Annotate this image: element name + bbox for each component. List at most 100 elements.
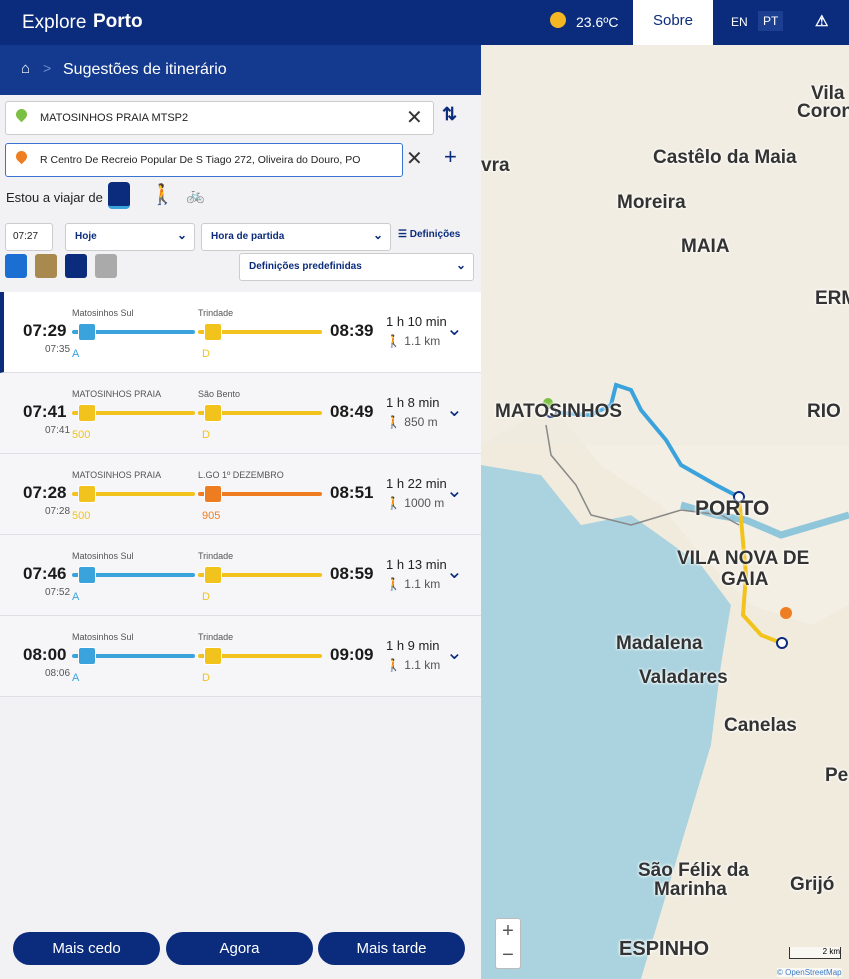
depart-time: 07:41 [23,402,67,421]
now-button[interactable]: Agora [166,932,313,965]
map-label: Grijó [790,874,835,895]
sub-time: 07:52 [45,587,71,598]
bike-mode[interactable]: 🚲 [186,187,205,204]
map-label: Vila [811,83,845,104]
land [481,45,849,445]
arrive-time: 08:51 [330,483,374,502]
breadcrumb-title: Sugestões de itinerário [63,61,227,78]
map-label: Castêlo da Maia [653,147,797,168]
stop-name: Trindade [198,308,234,318]
filter-bus[interactable] [5,254,27,278]
filter-tram[interactable] [35,254,57,278]
time: 07:27 [13,231,39,242]
home-icon[interactable]: ⌂ [21,60,31,77]
map-label: MATOSINHOS [495,401,623,422]
sub-time: 07:35 [45,344,71,355]
expand: ⌄ [446,561,463,583]
destination-input[interactable]: R Centro De Recreio Popular De S Tiago 2… [5,143,403,177]
scale-bar: 2 km [789,947,841,959]
day-select[interactable]: Hoje ⌄ [65,223,195,251]
expand: ⌄ [446,642,463,664]
arrive-time: 08:39 [330,321,374,340]
map: Vila Coron vra Castêlo da Maia Moreira M… [481,45,849,979]
destination-text: R Centro De Recreio Popular De S Tiago 2… [40,154,361,166]
route-row[interactable]: 07:28 07:28 08:51 1 h 22 min 🚶 1000 m ⌄ MATOSI… [0,454,481,535]
line-bar [72,654,195,658]
preset-select[interactable]: Definições predefinidas ⌄ [239,253,474,281]
sub-time: 07:28 [45,506,71,517]
stop-name: São Bento [198,389,241,399]
land [481,405,849,979]
route-row[interactable]: 07:29 07:35 08:39 1 h 10 min 🚶 1.1 km ⌄ Matosi… [0,292,481,373]
map-label: ERM [815,288,849,309]
line-code: D [202,672,210,684]
arrive-time: 09:09 [330,645,374,664]
depart-time: 07:29 [23,321,67,340]
temperature: 23.6ºC [576,14,619,30]
settings-link[interactable]: ☰ Definições [398,229,461,240]
about-tab[interactable]: Sobre [633,0,713,45]
duration: 1 h 13 min [386,557,447,572]
dest-pin [780,607,792,619]
stop-name: Matosinhos Sul [72,308,134,318]
origin-pin [543,398,553,408]
route-row[interactable]: 07:46 07:52 08:59 1 h 13 min 🚶 1.1 km ⌄ Matosi… [0,535,481,616]
swap-button[interactable]: ⇅ [442,104,458,124]
line-code: D [202,429,210,441]
expand: ⌄ [446,399,463,421]
tram-route [737,496,782,645]
walk-distance: 🚶 850 m [386,415,438,429]
boundary [545,424,740,526]
settings: Definições [409,229,461,240]
destination-pin [13,148,30,165]
lang-pt[interactable]: PT [758,11,784,31]
alert-icon[interactable]: ⚠ [815,13,829,30]
day: Hoje [75,231,97,242]
origin-text: MATOSINHOS PRAIA MTSP2 [40,112,189,124]
route-row[interactable]: 07:41 07:41 08:49 1 h 8 min 🚶 850 m ⌄ MATOSINH… [0,373,481,454]
stop-name: MATOSINHOS PRAIA [72,389,162,399]
bus-mode[interactable] [108,182,130,209]
origin-input[interactable]: MATOSINHOS PRAIA MTSP2 ✕ [5,101,434,135]
map-label: Canelas [724,715,797,736]
mode-select[interactable]: Hora de partida ⌄ [201,223,391,251]
travel-label: Estou a viajar de [6,190,103,205]
map-label: VILA NOVA DE [677,548,810,569]
lang-en[interactable]: EN [731,15,748,29]
line-icon [78,485,96,503]
line-bar [198,330,322,334]
stop-name: Trindade [198,551,234,561]
line-code: 500 [72,510,91,522]
presets: Definições predefinidas [249,261,362,272]
map-shapes [481,45,849,979]
sun-icon [550,12,566,28]
map-label: Pe [825,765,849,786]
filter-bike[interactable] [95,254,117,278]
line-bar [198,492,322,496]
depart-time: 07:28 [23,483,67,502]
zoom-control[interactable]: + − [495,918,521,969]
depart-time: 08:00 [23,645,67,664]
filter-metro[interactable] [65,254,87,278]
walk-distance: 🚶 1.1 km [386,334,441,348]
later-button[interactable]: Mais tarde [318,932,465,965]
line-icon [78,323,96,341]
line-icon [204,647,222,665]
line-icon [204,323,222,341]
clear[interactable]: ✕ [406,107,423,129]
map-label: Moreira [617,192,686,213]
dest-marker [776,637,788,649]
walk-distance: 🚶 1.1 km [386,577,441,591]
sea [481,465,731,979]
add-button[interactable]: + [444,144,457,169]
sub-time: 08:06 [45,668,71,679]
stop-name: Matosinhos Sul [72,632,134,642]
time-input[interactable]: 07:27 [5,223,53,251]
line-icon [78,404,96,422]
line-code: A [72,348,80,360]
earlier-button[interactable]: Mais cedo [13,932,160,965]
clear[interactable]: ✕ [406,148,423,170]
duration: 1 h 9 min [386,638,440,653]
route-row[interactable]: 08:00 08:06 09:09 1 h 9 min 🚶 1.1 km ⌄ Matosin… [0,616,481,697]
walk-mode[interactable]: 🚶 [150,184,175,206]
